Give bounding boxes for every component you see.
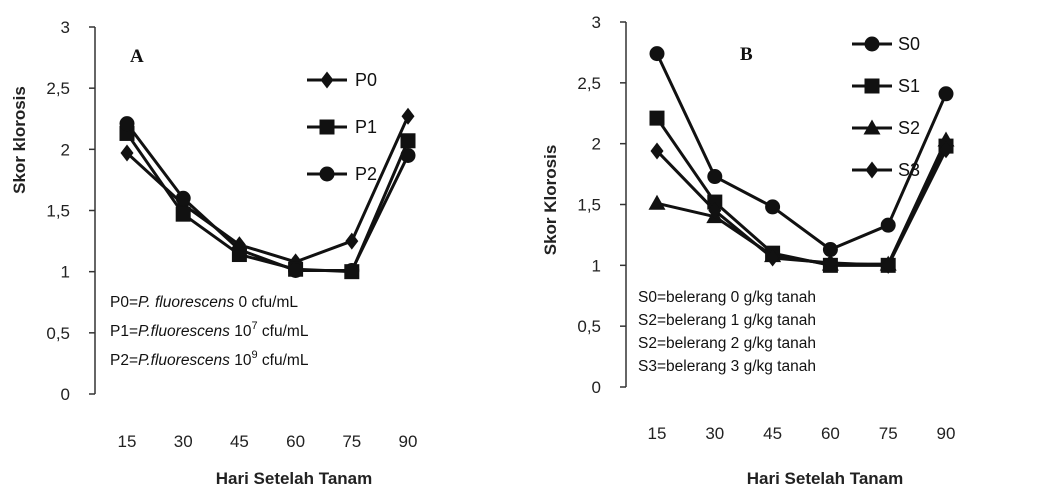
note-line: P1=P.fluorescens 107 cfu/mL xyxy=(110,320,309,340)
x-tick-label: 60 xyxy=(821,424,840,443)
notes: S0=belerang 0 g/kg tanah S2=belerang 1 g/… xyxy=(638,289,816,375)
x-axis-title: Hari Setelah Tanam xyxy=(747,469,904,488)
x-axis-title: Hari Setelah Tanam xyxy=(216,469,373,488)
data-point-s3 xyxy=(650,142,664,160)
legend-label: S3 xyxy=(898,160,920,180)
note-line: S3=belerang 3 g/kg tanah xyxy=(638,358,816,375)
data-point-s2 xyxy=(648,194,666,210)
notes: P0=P. fluorescens 0 cfu/mL P1=P.fluoresce… xyxy=(110,294,309,369)
data-point-p1 xyxy=(175,206,191,222)
x-tick-label: 30 xyxy=(174,432,193,451)
data-point-s3 xyxy=(823,254,837,272)
x-tick-label: 30 xyxy=(705,424,724,443)
data-point-s0 xyxy=(649,46,665,62)
y-tick-label: 0 xyxy=(61,385,70,404)
legend-label: S0 xyxy=(898,34,920,54)
data-point-s2 xyxy=(937,131,955,147)
legend-marker xyxy=(863,119,881,135)
legend-label: S2 xyxy=(898,118,920,138)
y-axis-title: Skor klorosis xyxy=(10,86,29,194)
legend-marker xyxy=(864,36,880,52)
x-tick-label: 15 xyxy=(118,432,137,451)
tick-group: 0 0,5 1 1,5 2 2,5 3 15 30 45 60 75 90 xyxy=(46,18,417,451)
note-line: P0=P. fluorescens 0 cfu/mL xyxy=(110,294,298,311)
legend-marker xyxy=(319,119,335,135)
y-tick-label: 2 xyxy=(61,140,70,159)
x-tick-label: 90 xyxy=(399,432,418,451)
y-axis-title: Skor Klorosis xyxy=(541,145,560,256)
data-point-p0 xyxy=(401,107,415,125)
series-line-p2 xyxy=(125,122,410,272)
y-tick-label: 2 xyxy=(592,135,601,154)
y-tick-label: 3 xyxy=(61,18,70,37)
y-tick-label: 0 xyxy=(592,378,601,397)
data-point-s1 xyxy=(649,110,665,126)
data-point-s0 xyxy=(822,242,838,258)
series-line-p1 xyxy=(125,132,410,274)
data-point-p2 xyxy=(175,190,191,206)
series-layer xyxy=(119,107,416,280)
note-line: S2=belerang 1 g/kg tanah xyxy=(638,312,816,329)
data-point-s3 xyxy=(766,249,780,267)
data-point-s3 xyxy=(881,256,895,274)
panel-label: B xyxy=(740,44,753,65)
data-point-s3 xyxy=(708,202,722,220)
note-line: S2=belerang 2 g/kg tanah xyxy=(638,335,816,352)
data-point-s0 xyxy=(938,86,954,102)
data-point-p2 xyxy=(119,116,135,132)
x-tick-label: 45 xyxy=(230,432,249,451)
legend: S0 S1 S2 S3 xyxy=(852,34,920,180)
data-point-s3 xyxy=(939,141,953,159)
y-tick-label: 0,5 xyxy=(577,317,601,336)
series-layer xyxy=(648,46,955,274)
legend-marker xyxy=(865,161,879,179)
x-tick-label: 60 xyxy=(286,432,305,451)
data-point-p0 xyxy=(345,232,359,250)
note-line: P2=P.fluorescens 109 cfu/mL xyxy=(110,349,309,369)
y-tick-label: 1,5 xyxy=(46,202,70,221)
legend-marker xyxy=(864,78,880,94)
x-tick-label: 75 xyxy=(342,432,361,451)
x-tick-label: 75 xyxy=(879,424,898,443)
y-tick-label: 2,5 xyxy=(46,79,70,98)
data-point-p2 xyxy=(400,147,416,163)
series-line-p0 xyxy=(125,115,410,264)
panel-label: A xyxy=(130,46,144,67)
y-tick-label: 1 xyxy=(592,256,601,275)
y-tick-label: 1 xyxy=(61,263,70,282)
legend-label: S1 xyxy=(898,76,920,96)
x-tick-label: 90 xyxy=(937,424,956,443)
data-point-p2 xyxy=(344,262,360,278)
data-point-s0 xyxy=(765,199,781,215)
data-point-p2 xyxy=(288,262,304,278)
series-line-s3 xyxy=(655,149,948,267)
y-tick-label: 1,5 xyxy=(577,196,601,215)
y-tick-label: 2,5 xyxy=(577,74,601,93)
series-line-s0 xyxy=(655,52,948,252)
y-tick-label: 3 xyxy=(592,13,601,32)
series-line-s2 xyxy=(656,139,948,266)
legend-label: P0 xyxy=(355,70,377,90)
legend-label: P2 xyxy=(355,164,377,184)
legend-marker xyxy=(319,166,335,182)
x-tick-label: 15 xyxy=(648,424,667,443)
legend-marker xyxy=(320,71,334,89)
data-point-s0 xyxy=(880,217,896,233)
panel-b: Skor Klorosis Hari Setelah Tanam B 0 0,5 1… xyxy=(541,13,955,488)
note-line: S0=belerang 0 g/kg tanah xyxy=(638,289,816,306)
legend-label: P1 xyxy=(355,117,377,137)
data-point-s0 xyxy=(707,169,723,185)
data-point-p2 xyxy=(231,242,247,258)
panel-a: Skor klorosis Hari Setelah Tanam A 0 0,5 1… xyxy=(10,18,417,488)
data-point-p1 xyxy=(400,133,416,149)
tick-group: 0 0,5 1 1,5 2 2,5 3 15 30 45 60 75 90 xyxy=(577,13,955,443)
x-tick-label: 45 xyxy=(763,424,782,443)
legend: P0 P1 P2 xyxy=(307,70,377,184)
data-point-p0 xyxy=(120,144,134,162)
y-tick-label: 0,5 xyxy=(46,324,70,343)
